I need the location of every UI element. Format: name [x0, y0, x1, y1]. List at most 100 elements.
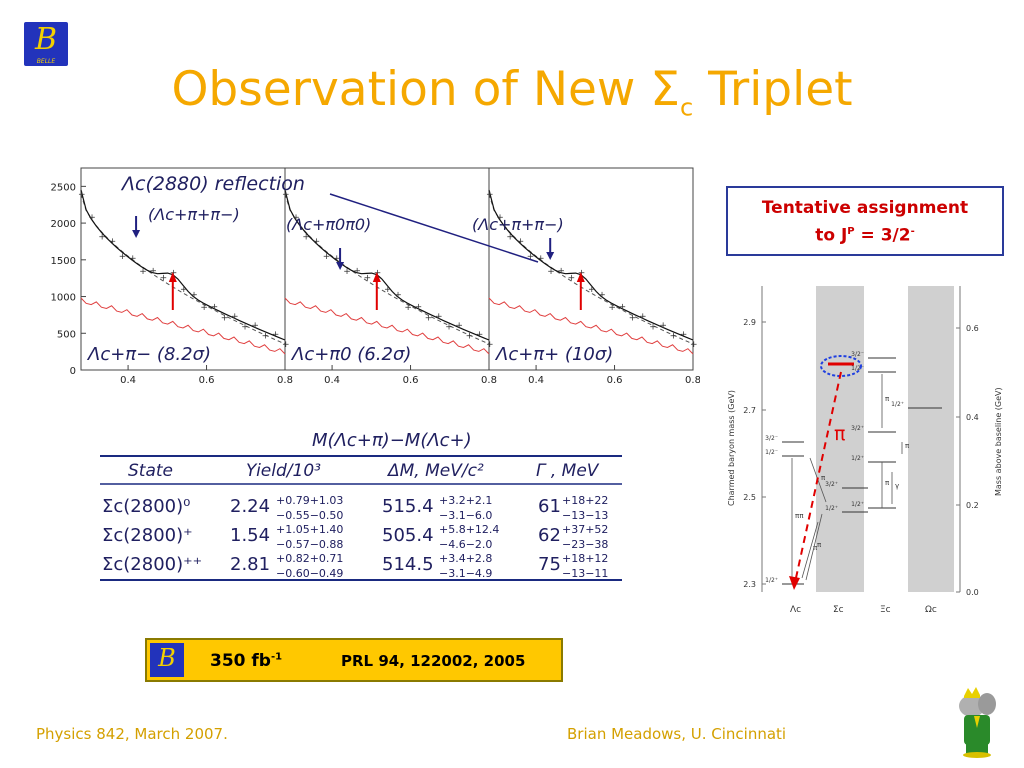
data-point-marker: +	[282, 190, 290, 200]
column-label-sigma-c: Σc	[833, 605, 844, 615]
title-tail: Triplet	[693, 62, 853, 117]
table-cell-yield-upper-error: +1.05+1.40	[276, 523, 343, 536]
data-point-marker: +	[231, 312, 239, 322]
table-cell-gamma-upper-error: +18+22	[562, 494, 608, 507]
panel-3-reflection-channel: (Λc+π+π−)	[472, 215, 564, 234]
footer-left: Physics 842, March 2007.	[36, 725, 228, 743]
left-axis-tick: 2.3	[743, 580, 756, 589]
mascot-ear	[978, 693, 996, 715]
pion-transition-label: π	[834, 423, 845, 445]
data-point-marker: +	[517, 237, 525, 247]
data-point-marker: +	[537, 254, 545, 264]
belle-logo: B BELLE	[24, 22, 68, 66]
reflection-label: Λc(2880) reflection	[120, 173, 305, 195]
x-tick-label: 0.6	[403, 375, 419, 386]
energy-level-label: 3/2⁺	[825, 481, 838, 488]
assignment-line-2-tail: = 3/2	[854, 225, 911, 246]
table-cell-dm-lower-error: −4.6−2.0	[439, 538, 492, 551]
right-axis-tick: 0.4	[966, 413, 979, 422]
data-point-marker: +	[598, 290, 606, 300]
data-point-marker: +	[272, 330, 280, 340]
transition-line	[805, 513, 823, 581]
data-point-marker: +	[160, 273, 168, 283]
data-point-marker: +	[353, 267, 361, 277]
y-tick-label: 1000	[51, 293, 76, 304]
data-point-marker: +	[639, 312, 647, 322]
transition-label: π	[905, 442, 910, 450]
data-point-marker: +	[374, 269, 382, 279]
data-point-marker: +	[415, 302, 423, 312]
x-tick-label: 0.6	[199, 375, 215, 386]
table-cell-gamma-lower-error: −13−11	[562, 567, 608, 580]
panel-3-fit-label: Λc+π+ (10σ)	[494, 344, 613, 365]
mascot-suit	[964, 715, 990, 745]
banner-logo-glyph: B	[158, 644, 176, 672]
table-cell-dm: 505.4	[382, 525, 434, 546]
assignment-line-2-text: to J	[815, 225, 848, 246]
tentative-assignment-box: Tentative assignment to JP = 3/2-	[726, 186, 1004, 256]
data-point-marker: +	[88, 213, 96, 223]
data-point-marker: +	[649, 323, 657, 333]
data-point-marker: +	[241, 323, 249, 333]
data-point-marker: +	[455, 321, 463, 331]
banner-belle-logo: B	[150, 643, 184, 677]
sigma-c-column-band	[816, 286, 864, 592]
table-cell-yield-lower-error: −0.55−0.50	[276, 509, 343, 522]
left-axis-tick: 2.7	[743, 406, 756, 415]
baryon-level-diagram: 2.9 2.7 2.5 2.3 0.6 0.4 0.2 0.0 3/2⁻ 1/2⁻ 3/2⁻ 1/2…	[727, 286, 1003, 615]
data-point-marker: +	[547, 267, 555, 277]
data-point-marker: +	[180, 285, 188, 295]
table-cell-yield-lower-error: −0.57−0.88	[276, 538, 343, 551]
assignment-line-2: to JP = 3/2-	[728, 220, 1002, 248]
table-cell-yield-upper-error: +0.79+1.03	[276, 494, 343, 507]
mass-spectrum-plots: 2500 2000 1500 1000 500 0 0.4 0.6 0.8 0.4 0.6 0.8 0…	[51, 167, 700, 386]
col-yield: Yield/10³	[246, 461, 321, 481]
energy-level-label: 3/2⁺	[851, 425, 864, 432]
data-point-marker: +	[670, 332, 678, 342]
y-tick-label: 500	[57, 329, 76, 340]
data-point-marker: +	[680, 330, 688, 340]
belle-logo-glyph: B	[34, 22, 58, 57]
x-tick-label: 0.8	[481, 375, 497, 386]
data-point-marker: +	[139, 267, 147, 277]
table-cell-gamma: 75	[538, 554, 561, 575]
table-cell-state: Σc(2800)⁺	[102, 525, 193, 546]
mascot-crown	[964, 687, 980, 698]
column-label-xi-c: Ξc	[880, 605, 891, 615]
transition-label: ππ	[795, 512, 804, 520]
x-tick-label: 0.4	[120, 375, 136, 386]
signal-arrowhead	[576, 272, 585, 282]
data-point-marker: +	[119, 252, 127, 262]
data-point-marker: +	[557, 267, 565, 277]
reflection-pointer-line	[329, 193, 539, 263]
slide-title: Observation of New Σc Triplet	[0, 64, 1024, 121]
data-point-marker: +	[588, 285, 596, 295]
energy-level-label: 1/2⁻	[851, 365, 864, 372]
right-axis-tick: 0.0	[966, 588, 979, 597]
data-point-marker: +	[170, 269, 178, 279]
results-table: M(Λc+π)−M(Λc+) State Yield/10³ ΔM, MeV/c…	[100, 430, 622, 581]
data-point-marker: +	[394, 290, 402, 300]
data-point-marker: +	[404, 303, 412, 313]
column-label-lambda-c: Λc	[790, 605, 801, 615]
data-point-marker: +	[200, 303, 208, 313]
panel-2-reflection-channel: (Λc+π0π0)	[286, 215, 371, 234]
pion-transition-arrowhead	[789, 576, 800, 590]
table-cell-dm: 515.4	[382, 496, 434, 517]
table-cell-yield-upper-error: +0.82+0.71	[276, 552, 343, 565]
transition-label: π	[813, 544, 818, 552]
data-point-marker: +	[445, 323, 453, 333]
transition-label: π	[817, 541, 822, 549]
energy-level-label: 1/2⁺	[765, 577, 778, 584]
data-point-marker: +	[292, 213, 300, 223]
x-tick-label: 0.8	[277, 375, 293, 386]
table-cell-yield: 2.24	[230, 496, 270, 517]
mascot-tie	[974, 716, 980, 728]
energy-level-label: 1/2⁻	[765, 449, 778, 456]
elephant-mascot-image	[959, 687, 996, 758]
data-point-marker: +	[496, 213, 504, 223]
transition-label: π	[821, 474, 826, 482]
data-point-marker: +	[364, 273, 372, 283]
panel-1-reflection-channel: (Λc+π+π−)	[148, 205, 240, 224]
col-dm: ΔM, MeV/c²	[386, 461, 484, 481]
